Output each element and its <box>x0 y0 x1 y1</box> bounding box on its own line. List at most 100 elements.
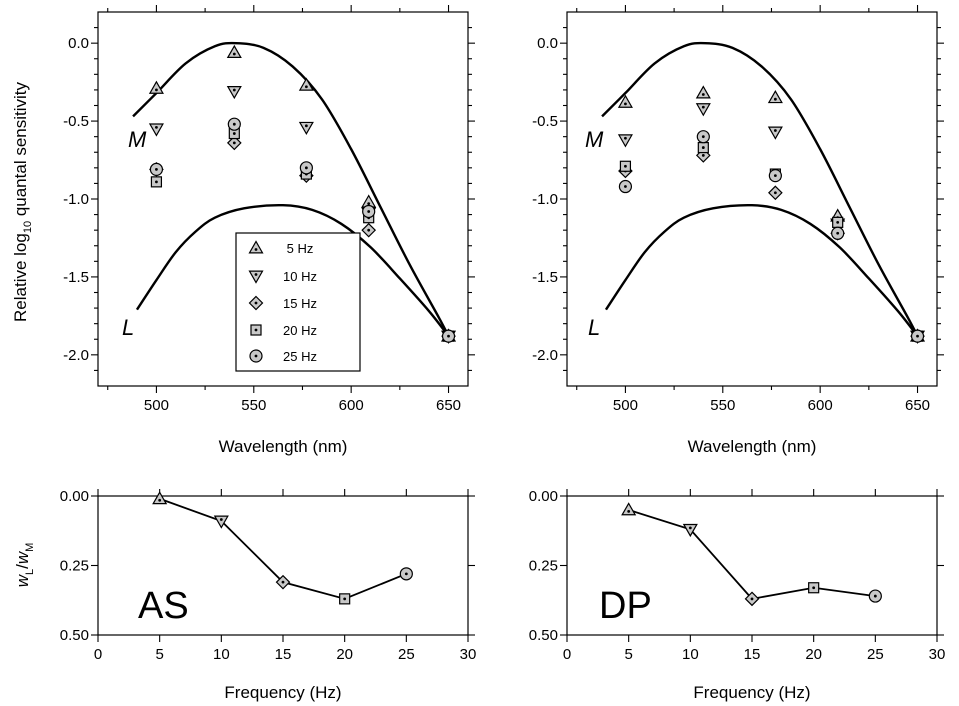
data-point-5hz <box>298 77 314 91</box>
legend-label-10hz: 10 Hz <box>283 269 317 284</box>
x-tick-label: 10 <box>682 646 699 663</box>
x-tick-label: 550 <box>241 397 266 414</box>
weight-point-10hz <box>213 515 229 529</box>
curve-l <box>604 204 919 337</box>
data-point-5hz <box>226 44 242 58</box>
weight-point-5hz <box>621 502 637 516</box>
data-point-25hz <box>768 169 782 183</box>
dp-spectral-chart: 500 550 600 650 0.0 -0.5 -1.0 -1.5 -2.0 M L Wave… <box>532 5 944 456</box>
legend-symbol-5hz <box>248 240 264 254</box>
y-tick-label: 0.00 <box>529 488 558 505</box>
y-tick-label: -1.5 <box>532 269 558 286</box>
data-point-5hz <box>617 94 633 108</box>
y-tick-label: 0.0 <box>537 35 558 52</box>
data-point-10hz <box>148 123 164 137</box>
data-point-5hz <box>148 80 164 94</box>
curve-m <box>601 41 919 337</box>
curve-label-m: M <box>585 127 604 152</box>
weight-point-5hz <box>152 491 168 505</box>
data-point-10hz <box>298 121 314 136</box>
data-point-20hz <box>150 176 163 188</box>
weight-point-15hz <box>275 574 291 590</box>
weight-point-25hz <box>399 567 413 581</box>
data-point-25hz <box>227 117 241 131</box>
x-tick-label: 500 <box>613 397 638 414</box>
curve-m <box>132 41 450 337</box>
y-tick-label: -2.0 <box>63 347 89 364</box>
x-tick-label: 500 <box>144 397 169 414</box>
data-point-10hz <box>226 85 242 100</box>
y-tick-label: -0.5 <box>532 113 558 130</box>
data-point-15hz <box>768 185 783 201</box>
observer-label-dp: DP <box>599 585 652 627</box>
data-point-25hz <box>149 162 164 176</box>
x-tick-label: 650 <box>436 397 461 414</box>
legend-symbol-25hz <box>249 349 263 363</box>
x-tick-label: 0 <box>563 646 571 663</box>
legend-symbol-10hz <box>248 270 264 284</box>
x-tick-label: 5 <box>155 646 163 663</box>
curve-label-l: L <box>588 315 600 340</box>
y-tick-label: -1.0 <box>532 191 558 208</box>
legend-label-5hz: 5 Hz <box>287 241 314 256</box>
legend-symbol-20hz <box>250 324 262 336</box>
dp-weights-chart: 0 5 10 15 20 25 30 0.00 0.25 0.50 DP Frequency (H… <box>529 488 946 702</box>
x-tick-label: 5 <box>624 646 632 663</box>
x-tick-label: 25 <box>398 646 415 663</box>
weight-point-20hz <box>808 582 820 594</box>
legend-label-20hz: 20 Hz <box>283 323 317 338</box>
legend-label-15hz: 15 Hz <box>283 296 317 311</box>
x-tick-label: 20 <box>336 646 353 663</box>
x-tick-label: 600 <box>339 397 364 414</box>
weight-point-15hz <box>744 591 760 607</box>
data-point-25hz <box>696 130 710 144</box>
y-tick-label: -0.5 <box>63 113 89 130</box>
y-tick-label: 0.50 <box>60 627 89 644</box>
data-point-25hz <box>618 179 633 194</box>
x-tick-label: 30 <box>929 646 946 663</box>
data-point-25hz <box>831 226 845 240</box>
x-tick-label: 0 <box>94 646 102 663</box>
data-point-10hz <box>767 126 783 140</box>
plot-frame <box>566 11 938 387</box>
x-tick-label: 25 <box>867 646 884 663</box>
x-tick-label: 10 <box>213 646 230 663</box>
weight-point-25hz <box>868 589 882 603</box>
x-tick-label: 600 <box>808 397 833 414</box>
x-tick-label: 550 <box>710 397 735 414</box>
legend: 5 Hz 10 Hz 15 Hz 20 Hz 25 Hz <box>235 232 361 372</box>
legend-symbol-15hz <box>248 295 264 311</box>
x-axis-label: Frequency (Hz) <box>693 683 810 702</box>
as-weights-chart: 0 5 10 15 20 25 30 0.00 0.25 0.50 AS Frequency (H… <box>60 488 477 702</box>
data-point-5hz <box>695 85 711 99</box>
x-tick-label: 15 <box>744 646 761 663</box>
curve-label-m: M <box>128 127 147 152</box>
data-point-25hz <box>299 161 313 175</box>
y-tick-label: 0.25 <box>529 558 558 575</box>
curve-label-l: L <box>122 315 134 340</box>
x-axis-label: Wavelength (nm) <box>219 437 348 456</box>
data-point-25hz <box>441 329 456 343</box>
y-tick-label: 0.0 <box>68 35 89 52</box>
legend-label-25hz: 25 Hz <box>283 349 317 364</box>
weight-point-20hz <box>339 593 351 605</box>
y-tick-label: 0.25 <box>60 558 89 575</box>
y-tick-label: 0.50 <box>529 627 558 644</box>
curve-l <box>135 204 450 337</box>
data-point-20hz <box>832 216 844 228</box>
x-tick-label: 15 <box>275 646 292 663</box>
data-point-25hz <box>910 329 925 343</box>
data-point-20hz <box>697 141 709 154</box>
data-point-10hz <box>695 103 711 117</box>
x-tick-label: 30 <box>460 646 477 663</box>
data-point-5hz <box>767 89 783 104</box>
data-point-25hz <box>362 204 376 219</box>
y-axis-label-spectral: Relative log10 quantal sensitivity <box>11 82 34 322</box>
x-axis-label: Wavelength (nm) <box>688 437 817 456</box>
as-spectral-chart: 500 550 600 650 0.0 -0.5 -1.0 -1.5 -2.0 M L Wave… <box>63 5 475 456</box>
data-point-15hz <box>361 222 377 238</box>
y-tick-label: 0.00 <box>60 488 89 505</box>
y-axis-label-weights: wL/wM <box>13 543 36 588</box>
y-tick-label: -1.5 <box>63 269 89 286</box>
